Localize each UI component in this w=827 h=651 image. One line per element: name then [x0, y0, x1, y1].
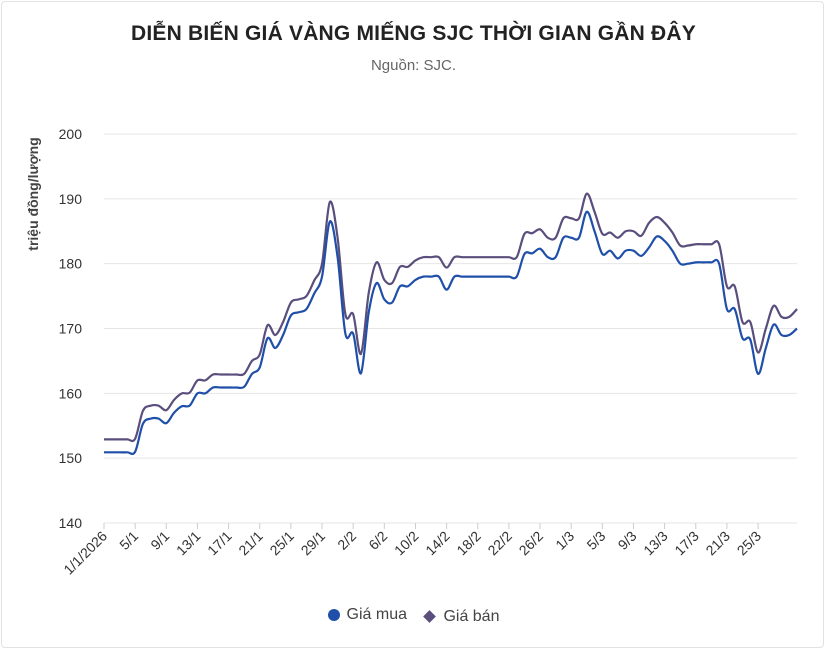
- y-tick-label: 170: [59, 321, 83, 337]
- legend-label: Giá bán: [443, 607, 500, 625]
- y-tick-label: 200: [59, 126, 83, 142]
- x-tick-labels: 1/1/2026 5/1 9/1 13/1 17/1 21/1 25/1 29/1 2/2 6/2…: [60, 523, 764, 578]
- y-tick-labels: 140 150 160 170 180 190 200: [59, 126, 83, 531]
- legend-item-gia-ban[interactable]: Giá bán: [423, 607, 500, 626]
- chart-subtitle: Nguồn: SJC.: [370, 57, 457, 74]
- x-tick-label: 13/3: [640, 528, 671, 559]
- legend-label: Giá mua: [346, 606, 407, 623]
- series-lines: [103, 192, 798, 456]
- y-tick-label: 150: [59, 450, 83, 466]
- y-tick-label: 160: [59, 385, 83, 401]
- x-tick-label: 25/3: [734, 528, 765, 559]
- x-tick-label: 21/1: [235, 528, 266, 559]
- x-tick-label: 29/1: [298, 528, 329, 559]
- x-tick-label: 14/2: [422, 528, 453, 559]
- x-tick-label: 25/1: [266, 528, 297, 559]
- x-tick-label: 21/3: [702, 528, 733, 559]
- series-line-gia-mua: [103, 210, 798, 456]
- legend-circle-icon: [327, 609, 340, 621]
- y-tick-label: 140: [59, 515, 83, 531]
- x-tick-label: 18/2: [453, 528, 484, 559]
- y-tick-label: 180: [59, 256, 83, 272]
- x-tick-label: 9/3: [615, 528, 640, 553]
- x-tick-label: 22/2: [484, 528, 515, 559]
- legend-item-gia-mua[interactable]: Giá mua: [327, 606, 407, 624]
- grid-lines: [104, 133, 797, 524]
- x-tick-label: 17/1: [204, 528, 235, 559]
- y-tick-label: 190: [59, 191, 83, 207]
- chart-title: DIỄN BIẾN GIÁ VÀNG MIẾNG SJC THỜI GIAN G…: [131, 22, 696, 45]
- x-tick-label: 5/1: [116, 528, 141, 553]
- y-axis-label: triệu đồng/lượng: [25, 137, 41, 250]
- x-tick-label: 1/1/2026: [60, 528, 110, 578]
- x-tick-label: 1/3: [552, 528, 577, 553]
- x-tick-label: 6/2: [365, 528, 390, 553]
- x-tick-label: 10/2: [391, 528, 422, 559]
- legend-diamond-icon: [423, 610, 437, 623]
- series-line-gia-ban: [103, 192, 798, 443]
- chart-legend: Giá mua Giá bán: [0, 606, 827, 626]
- x-tick-label: 2/2: [334, 528, 359, 553]
- x-tick-label: 13/1: [173, 528, 204, 559]
- x-tick-label: 9/1: [147, 528, 172, 553]
- x-tick-label: 26/2: [516, 528, 547, 559]
- x-tick-label: 5/3: [583, 528, 608, 553]
- x-tick-label: 17/3: [671, 528, 702, 559]
